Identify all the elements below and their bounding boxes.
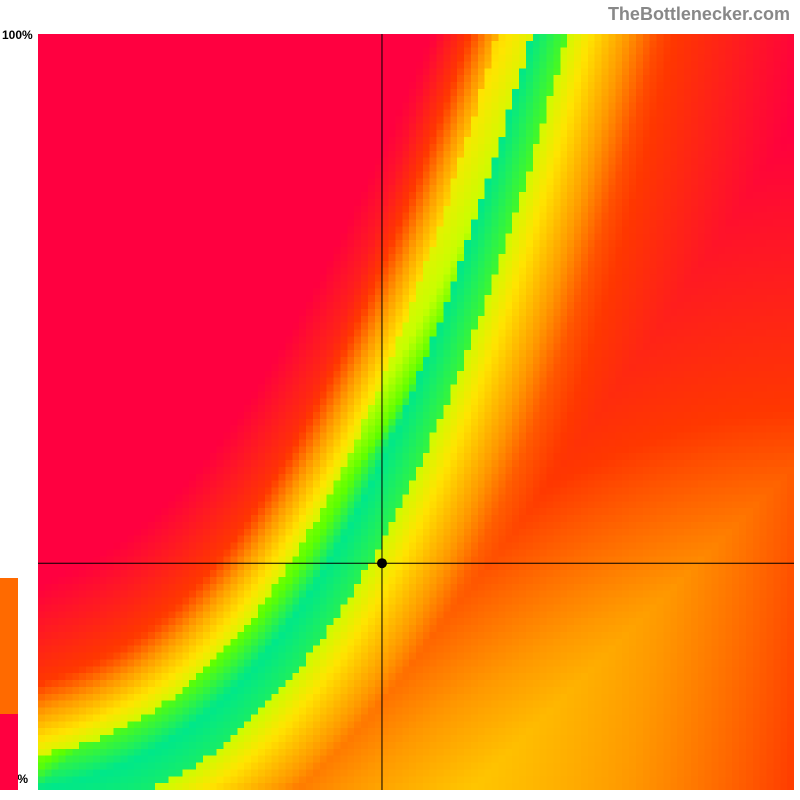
bottleneck-heatmap: [38, 34, 794, 790]
watermark-text: TheBottlenecker.com: [608, 4, 790, 25]
left-strip-segment: [0, 578, 18, 714]
y-axis-label-100: 100%: [2, 28, 33, 42]
left-strip-segment: [0, 714, 18, 790]
left-color-strip: [0, 578, 18, 790]
chart-container: { "meta": { "watermark": "TheBottlenecke…: [0, 0, 800, 800]
